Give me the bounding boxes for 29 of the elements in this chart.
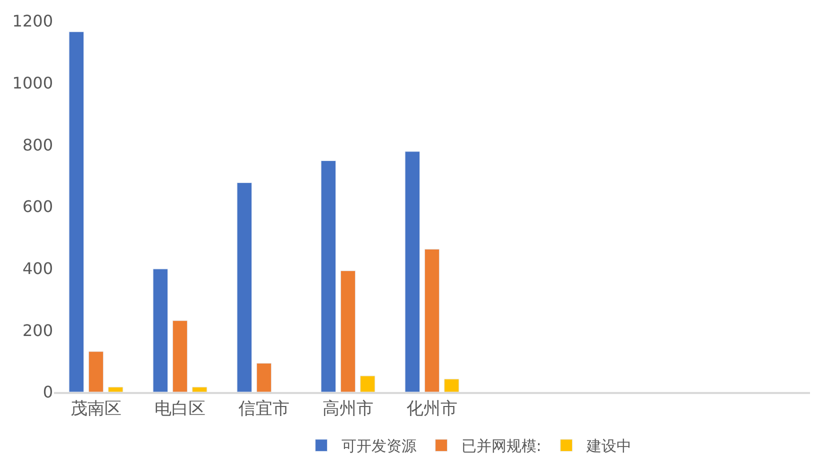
bar (404, 151, 420, 392)
x-tick-label: 电白区 (154, 399, 206, 420)
y-tick-label: 400 (22, 258, 53, 278)
legend-label: 建设中 (585, 437, 632, 456)
bar (340, 270, 356, 392)
bar (256, 363, 272, 392)
x-tick-label: 高州市 (322, 399, 374, 420)
bar (152, 268, 168, 392)
legend-label: 已并网规模: (461, 437, 542, 456)
bar (236, 182, 252, 392)
y-tick-label: 1000 (12, 73, 53, 92)
legend-label: 可开发资源 (341, 437, 416, 456)
y-tick-label: 200 (22, 320, 53, 340)
y-tick-label: 0 (42, 382, 53, 402)
x-tick-label: 信宜市 (238, 399, 290, 420)
y-tick-label: 600 (22, 197, 53, 216)
bar (68, 32, 84, 392)
bar (192, 386, 208, 392)
y-tick-label: 1200 (12, 12, 53, 31)
y-tick-label: 800 (22, 135, 53, 154)
x-tick-label: 化州市 (406, 399, 458, 420)
bar (320, 160, 336, 392)
x-tick-label: 茂南区 (70, 399, 122, 420)
bar (444, 378, 460, 392)
bar (424, 248, 440, 392)
bar (172, 320, 188, 392)
bar (88, 351, 104, 392)
bar (360, 376, 376, 392)
bar (108, 386, 124, 392)
